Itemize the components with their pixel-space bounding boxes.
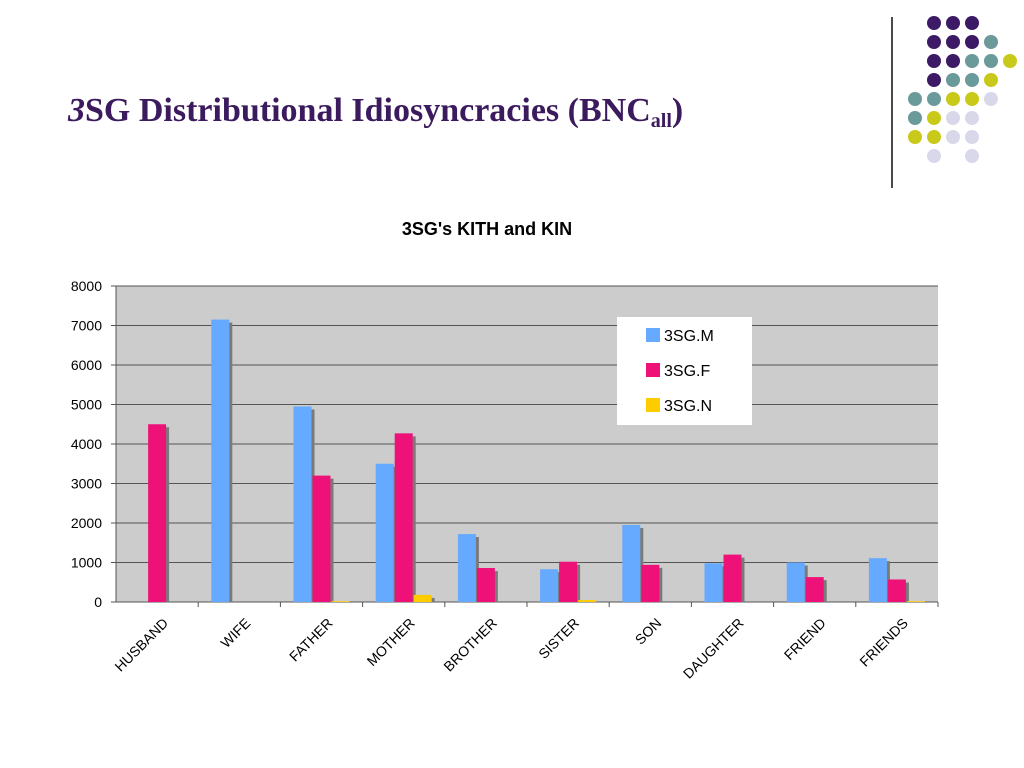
title-close: ) [671,92,684,129]
x-tick-label: WIFE [217,615,253,651]
bar-chart: 3SG's KITH and KIN 0 1000 2000 3000 4000 5000 6… [71,219,939,682]
decorative-dot-grid [900,10,1020,170]
x-tick-label: FRIENDS [856,615,911,670]
decorative-dot [946,92,960,106]
decorative-dot [927,149,941,163]
decorative-dot [965,92,979,106]
decorative-dot [984,35,998,49]
decorative-dot [946,111,960,125]
y-tick-label: 3000 [71,476,102,492]
decorative-dot [965,16,979,30]
bar [887,579,906,602]
decorative-dot [984,54,998,68]
bar [540,569,559,602]
bar [293,406,312,602]
slide-title: 3SG Distributional Idiosyncracies (BNCal… [68,92,683,133]
bar [786,562,805,602]
decorative-dot [965,73,979,87]
decorative-dot [1003,54,1017,68]
legend-label: 3SG.M [664,328,714,345]
decorative-dot [927,73,941,87]
legend-swatch [646,398,660,412]
bar [394,433,413,602]
decorative-dot [908,130,922,144]
chart-title: 3SG's KITH and KIN [402,219,572,239]
decorative-dot [965,111,979,125]
x-tick-label: BROTHER [440,615,500,675]
bar [622,524,641,602]
bar [312,475,331,602]
decorative-dot [908,111,922,125]
bar [211,319,230,602]
x-tick-label: FRIEND [781,615,829,663]
decorative-dot [927,111,941,125]
decorative-dot [946,16,960,30]
y-tick-label: 5000 [71,397,102,413]
decorative-dot [965,54,979,68]
x-tick-label: SISTER [535,615,582,662]
bar [906,601,925,602]
bar [704,563,723,602]
decorative-dot [965,130,979,144]
decorative-dot [927,35,941,49]
y-tick-label: 7000 [71,318,102,334]
decorative-dot [927,54,941,68]
bar [641,564,660,602]
x-tick-label: DAUGHTER [680,615,747,682]
decorative-dot [927,16,941,30]
bar [331,601,350,602]
y-tick-label: 4000 [71,436,102,452]
y-tick-label: 8000 [71,278,102,294]
bar [578,600,597,602]
bar [476,568,495,602]
legend-box [617,317,752,425]
bar [148,424,167,602]
legend-swatch [646,328,660,342]
x-tick-label: FATHER [286,615,336,665]
decorative-dot [946,35,960,49]
bar [375,463,394,602]
y-tick-label: 2000 [71,515,102,531]
y-tick-label: 6000 [71,357,102,373]
decorative-divider [891,17,893,188]
title-italic-digit: 3 [68,92,85,129]
decorative-dot [965,35,979,49]
decorative-dot [927,130,941,144]
title-subscript: all [650,110,672,132]
decorative-dot [946,54,960,68]
bar [805,577,824,602]
bar [457,534,476,602]
legend-label: 3SG.N [664,398,712,415]
bar [723,554,742,602]
x-tick-label: HUSBAND [111,615,171,675]
legend-label: 3SG.F [664,363,710,380]
decorative-dot [927,92,941,106]
decorative-dot [946,130,960,144]
decorative-dot [965,149,979,163]
bar [559,561,578,602]
decorative-dot [984,73,998,87]
y-tick-label: 0 [94,594,102,610]
bar [413,594,432,602]
legend-swatch [646,363,660,377]
x-tick-label: MOTHER [364,615,418,669]
bar [868,558,887,602]
y-tick-label: 1000 [71,555,102,571]
decorative-dot [908,92,922,106]
decorative-dot [984,92,998,106]
decorative-dot [946,73,960,87]
title-main: SG Distributional Idiosyncracies (BNC [85,92,651,129]
x-tick-label: SON [632,615,665,648]
